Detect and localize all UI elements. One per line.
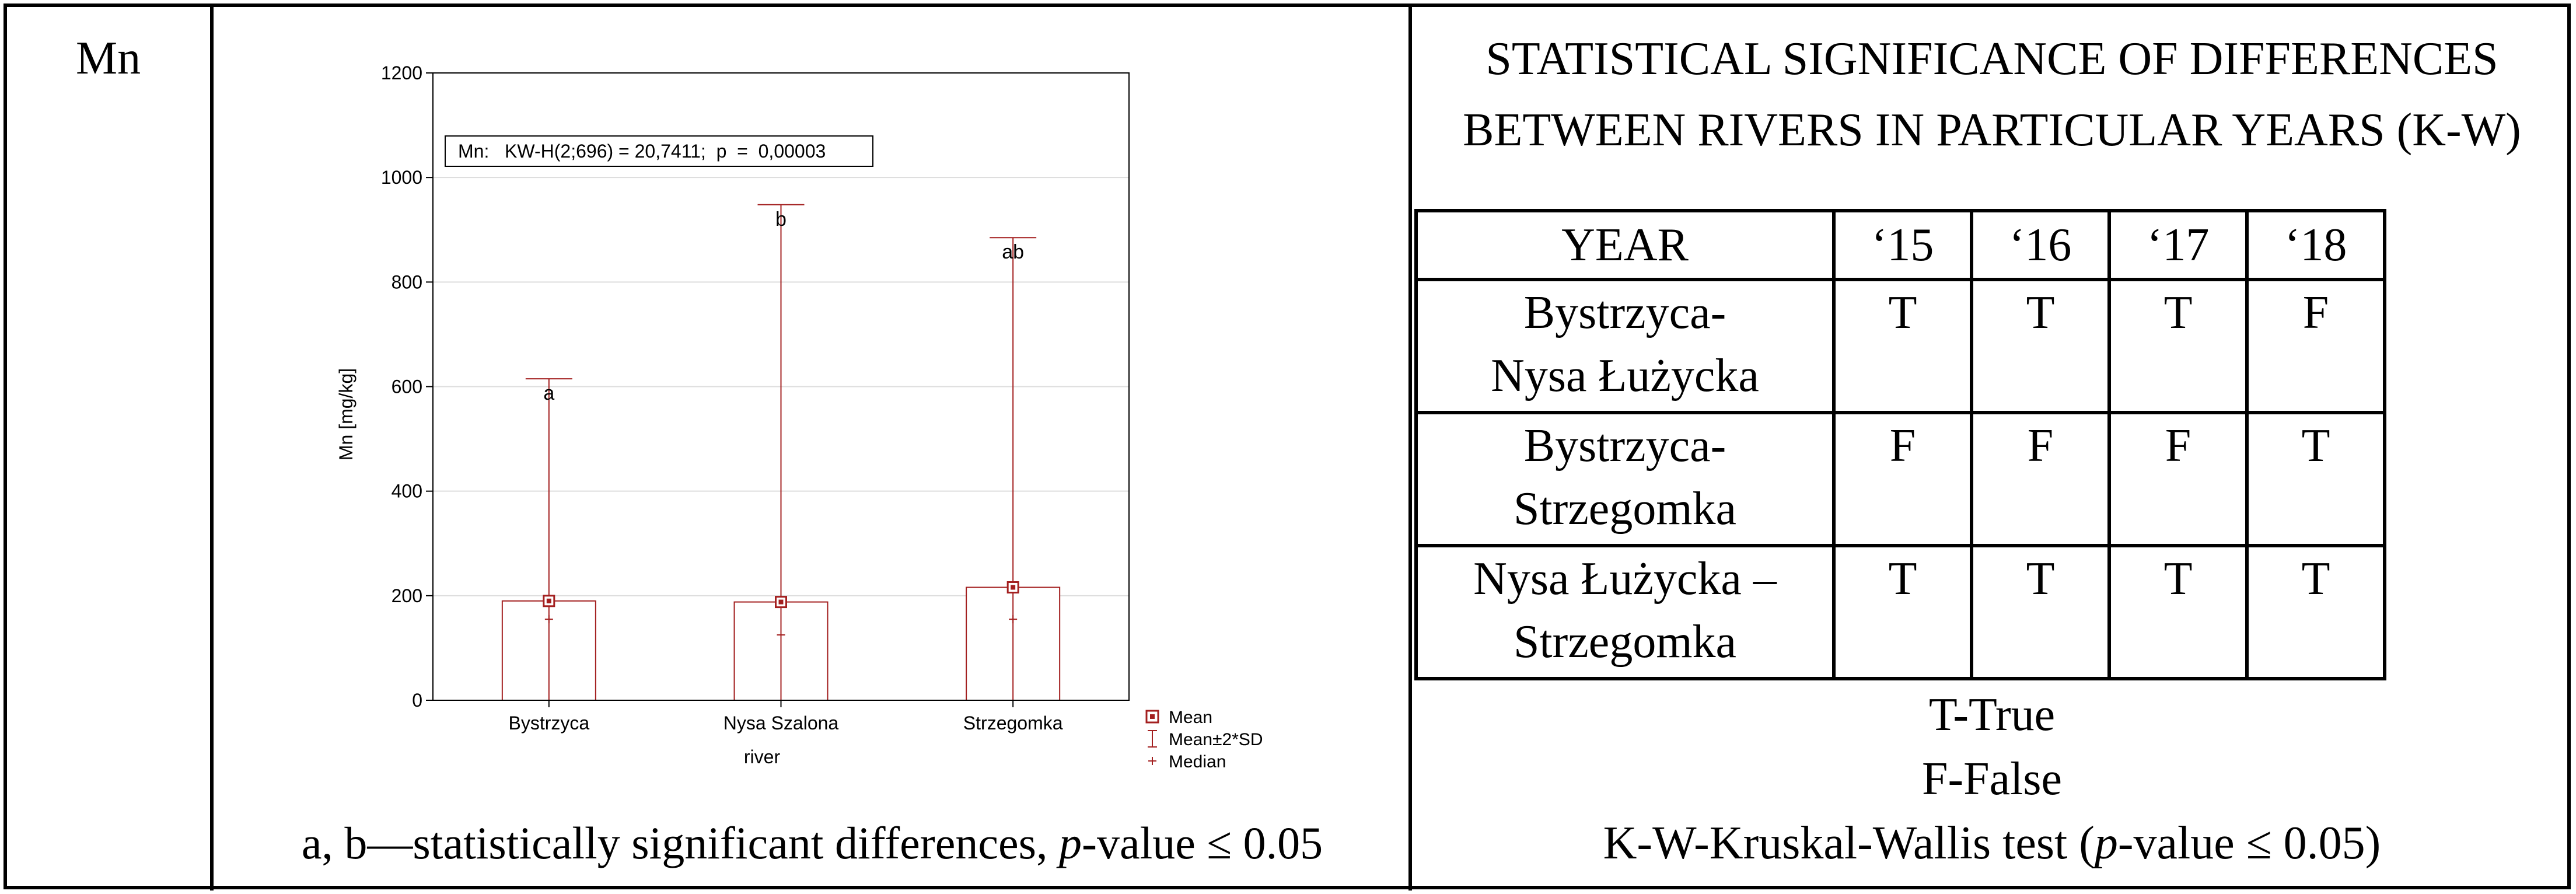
river-pair-line-2: Strzegomka [1513, 616, 1737, 668]
header-2016: ‘16 [1970, 209, 2111, 281]
legend-false: F-False [1922, 753, 2062, 805]
annotation-box [445, 135, 873, 167]
table-row: Nysa Łużycka – Strzegomka T T T T [1414, 544, 2386, 680]
header-year: YEAR [1414, 209, 1836, 281]
figure-frame [4, 4, 2571, 889]
x-tick-label: Bystrzyca [508, 713, 589, 734]
table-row: Bystrzyca- Strzegomka F F F T [1414, 411, 2386, 547]
river-pair-line-1: Bystrzyca- [1523, 287, 1726, 338]
legend-mean-label: Mean [1169, 708, 1212, 727]
significance-title-line-1: STATISTICAL SIGNIFICANCE OF DIFFERENCES [1486, 33, 2498, 85]
x-tick-label: Nysa Szalona [723, 713, 839, 734]
group-letter: ab [1002, 241, 1024, 263]
element-label: Mn [76, 33, 141, 84]
kw-p: p [2094, 818, 2118, 869]
table-cell: T [1970, 278, 2111, 414]
group-letter: a [543, 382, 554, 404]
significance-table: YEAR ‘15 ‘16 ‘17 ‘18 Bystrzyca- Nysa Łuży… [1414, 209, 2386, 680]
y-tick-label: 400 [392, 481, 422, 502]
mean-marker-dot [546, 598, 551, 603]
annotation-text: Mn: KW-H(2;696) = 20,7411; p = 0,00003 [458, 141, 826, 162]
river-pair-line-2: Nysa Łużycka [1491, 350, 1759, 401]
y-axis-label: Mn [mg/kg] [335, 368, 356, 460]
table-cell: T [2107, 544, 2249, 680]
kw-suffix: -value ≤ 0.05) [2117, 818, 2381, 869]
legend-sd-label: Mean±2*SD [1169, 730, 1263, 749]
table-cell: T [1832, 278, 1973, 414]
table-cell: F [1970, 411, 2111, 547]
y-tick-label: 1200 [381, 62, 422, 83]
caption-p: p [1058, 818, 1082, 868]
table-cell: F [1832, 411, 1973, 547]
y-tick-label: 200 [392, 585, 422, 606]
legend-kruskal-wallis: K-W-Kruskal-Wallis test (p-value ≤ 0.05) [1414, 817, 2570, 870]
table-cell: T [2107, 278, 2249, 414]
table-cell: F [2107, 411, 2249, 547]
header-2015: ‘15 [1832, 209, 1973, 281]
group-letter: b [775, 208, 787, 231]
kw-prefix: K-W-Kruskal-Wallis test ( [1603, 818, 2095, 869]
legend-mean-marker-dot [1150, 714, 1155, 719]
table-cell: T [2245, 544, 2386, 680]
river-pair: Bystrzyca- Strzegomka [1414, 411, 1836, 547]
river-pair: Nysa Łużycka – Strzegomka [1414, 544, 1836, 680]
x-axis-label: river [744, 746, 781, 767]
table-cell: T [2245, 411, 2386, 547]
table-header-row: YEAR ‘15 ‘16 ‘17 ‘18 [1414, 209, 2386, 281]
column-divider-1 [210, 4, 214, 890]
significance-title: STATISTICAL SIGNIFICANCE OF DIFFERENCES … [1414, 23, 2570, 166]
y-tick-label: 600 [392, 376, 422, 397]
mean-marker-dot [1011, 585, 1016, 590]
x-tick-label: Strzegomka [963, 713, 1063, 734]
mean-marker-dot [778, 599, 784, 605]
river-pair-line-1: Nysa Łużycka – [1473, 553, 1777, 605]
legend-median-label: Median [1169, 752, 1226, 771]
y-tick-label: 0 [412, 690, 422, 711]
chart-caption: a, b—statistically significant differenc… [217, 817, 1407, 869]
caption-prefix: a, b—statistically significant differenc… [301, 818, 1059, 868]
table-row: Bystrzyca- Nysa Łużycka T T T F [1414, 278, 2386, 414]
river-pair-line-2: Strzegomka [1513, 483, 1737, 535]
river-pair: Bystrzyca- Nysa Łużycka [1414, 278, 1836, 414]
header-2017: ‘17 [2107, 209, 2249, 281]
header-2018: ‘18 [2245, 209, 2386, 281]
legend-true: T-True [1928, 689, 2056, 741]
table-cell: T [1970, 544, 2111, 680]
table-cell: F [2245, 278, 2386, 414]
y-tick-label: 800 [392, 271, 422, 292]
table-cell: T [1832, 544, 1973, 680]
y-tick-label: 1000 [381, 167, 422, 188]
significance-title-line-2: BETWEEN RIVERS IN PARTICULAR YEARS (K-W) [1463, 104, 2521, 156]
caption-suffix: -value ≤ 0.05 [1081, 818, 1323, 868]
river-pair-line-1: Bystrzyca- [1523, 420, 1726, 472]
column-divider-2 [1408, 4, 1412, 890]
